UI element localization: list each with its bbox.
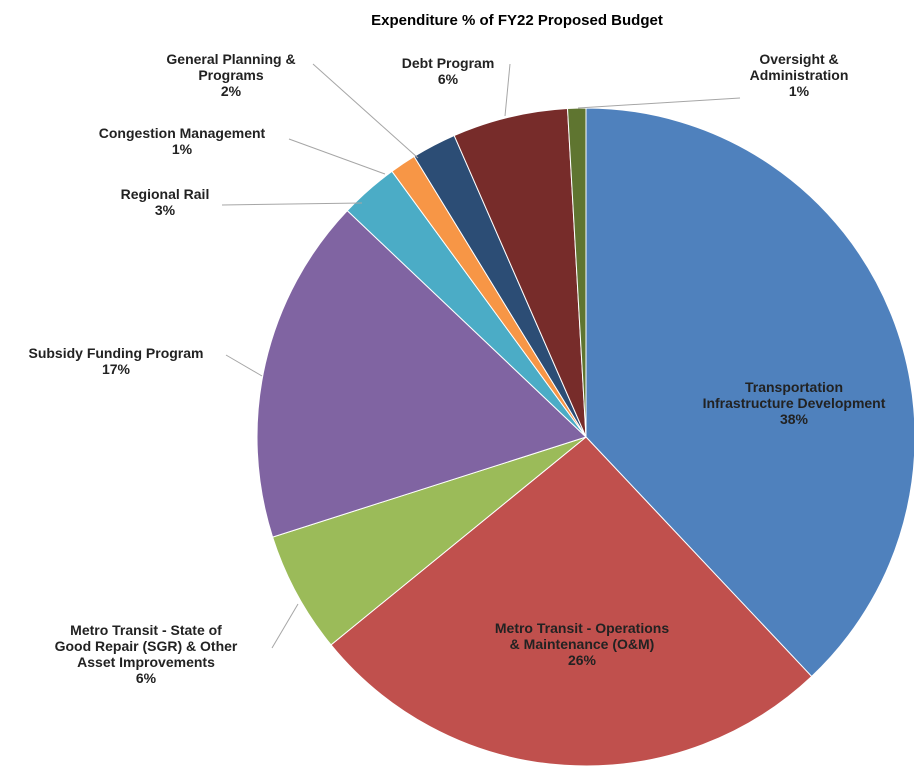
slice-name-line: Infrastructure Development	[703, 395, 886, 411]
slice-label-oversight-and-administration: Oversight & Administration 1%	[750, 51, 849, 99]
slice-name-line: Good Repair (SGR) & Other	[55, 638, 238, 654]
slice-name-line: Metro Transit - State of	[70, 622, 222, 638]
leader-lines	[221, 63, 741, 649]
slice-name-line: Regional Rail	[121, 186, 210, 202]
slice-value-label: 26%	[568, 652, 597, 668]
slice-value-label: 6%	[438, 71, 459, 87]
leader-line-general-planning-and-programs	[312, 63, 419, 159]
slice-name-line: Programs	[198, 67, 264, 83]
pie-slice-metro-transit-operations-and-maintenance-oandm	[330, 436, 813, 767]
slice-label-transportation-infrastructure-development: Transportation Infrastructure Development…	[703, 379, 886, 427]
slice-value-label: 38%	[780, 411, 809, 427]
slice-name-line: Debt Program	[402, 55, 495, 71]
slice-value-label: 6%	[136, 670, 157, 686]
pie-slice-transportation-infrastructure-development	[585, 107, 914, 678]
leader-line-oversight-and-administration	[577, 97, 741, 109]
slice-name-line: Asset Improvements	[77, 654, 215, 670]
slice-name-line: Subsidy Funding Program	[28, 345, 203, 361]
slice-labels: Transportation Infrastructure Development…	[28, 51, 885, 686]
leader-line-metro-transit-state-of-good-repair-sgr-and-other-asset-improvements	[271, 603, 299, 649]
slice-value-label: 1%	[789, 83, 810, 99]
slice-name-line: Transportation	[745, 379, 843, 395]
pie-slice-metro-transit-state-of-good-repair-sgr-and-other-asset-improvements	[271, 436, 587, 646]
slice-label-general-planning-and-programs: General Planning & Programs 2%	[166, 51, 295, 99]
slice-value-label: 17%	[102, 361, 131, 377]
leader-line-subsidy-funding-program	[225, 354, 263, 377]
pie-slice-subsidy-funding-program	[256, 209, 587, 538]
chart-title: Expenditure % of FY22 Proposed Budget	[371, 12, 663, 29]
slice-value-label: 3%	[155, 202, 176, 218]
pie-slices	[256, 107, 914, 767]
slice-label-subsidy-funding-program: Subsidy Funding Program 17%	[28, 345, 203, 377]
slice-label-metro-transit-state-of-good-repair-sgr-and-other-asset-improvements: Metro Transit - State of Good Repair (SGR…	[55, 622, 238, 686]
slice-name-line: Metro Transit - Operations	[495, 620, 669, 636]
leader-line-debt-program	[504, 63, 511, 117]
slice-name-line: Congestion Management	[99, 125, 266, 141]
slice-label-metro-transit-operations-and-maintenance-oandm: Metro Transit - Operations & Maintenance …	[495, 620, 669, 668]
slice-name-line: & Maintenance (O&M)	[510, 636, 655, 652]
slice-name-line: General Planning &	[166, 51, 295, 67]
slice-value-label: 2%	[221, 83, 242, 99]
leader-line-regional-rail	[221, 202, 363, 206]
slice-name-line: Administration	[750, 67, 849, 83]
slice-name-line: Oversight &	[759, 51, 838, 67]
slice-label-regional-rail: Regional Rail 3%	[121, 186, 210, 218]
leader-line-congestion-management	[288, 138, 386, 175]
slice-label-congestion-management: Congestion Management 1%	[99, 125, 266, 157]
slice-label-debt-program: Debt Program 6%	[402, 55, 495, 87]
slice-value-label: 1%	[172, 141, 193, 157]
